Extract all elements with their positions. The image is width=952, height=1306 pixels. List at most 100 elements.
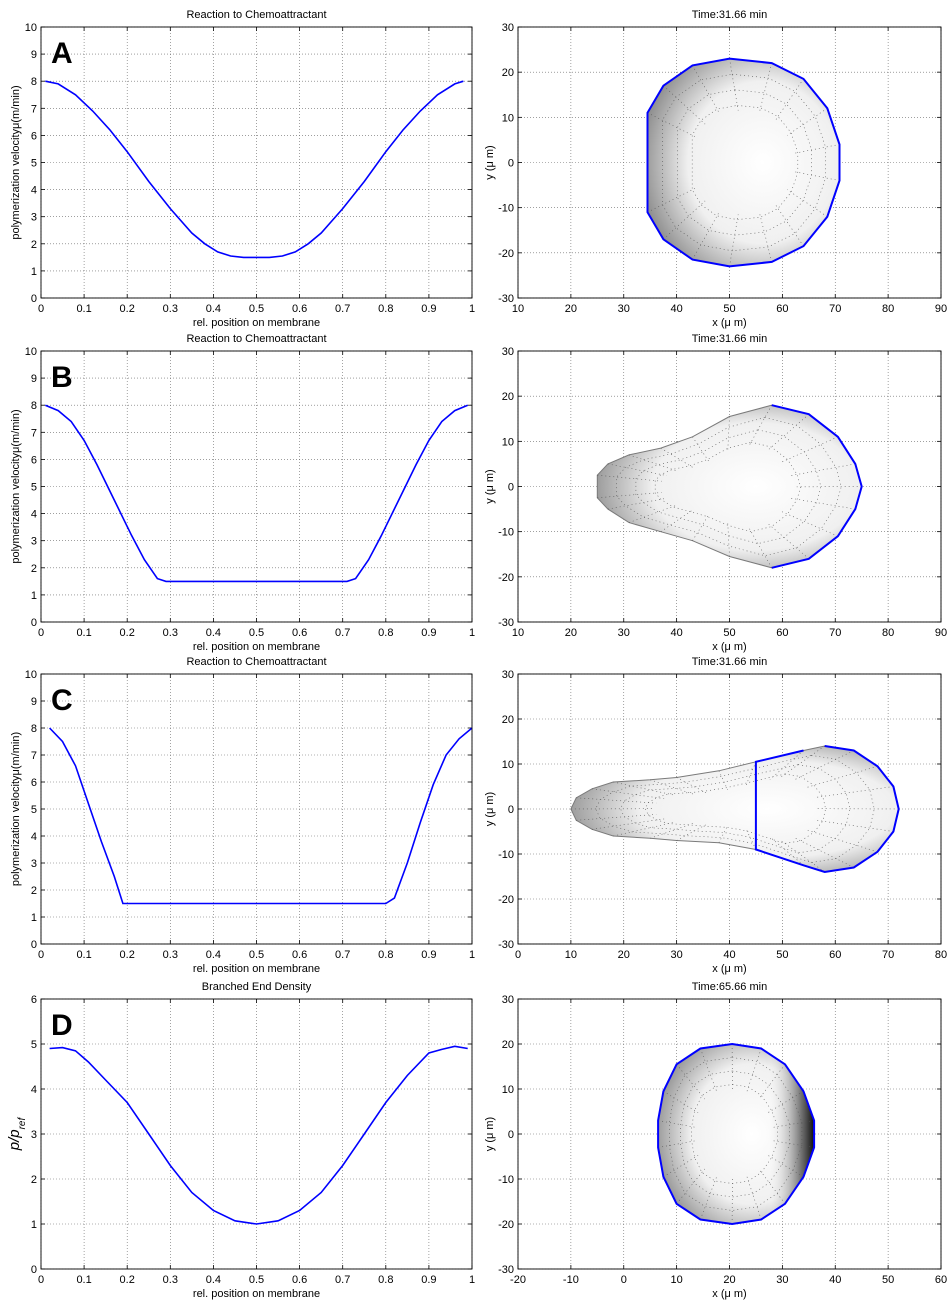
mesh-spoke bbox=[794, 837, 854, 868]
x-tick-label: 20 bbox=[723, 1274, 735, 1286]
y-tick-label: 6 bbox=[31, 994, 37, 1006]
mesh-spoke bbox=[663, 1155, 699, 1178]
y-tick-label: 5 bbox=[31, 482, 37, 494]
x-tick-label: 1 bbox=[469, 949, 475, 961]
y-tick-label: 10 bbox=[502, 436, 514, 448]
chart-panel-5: 0 0.1 0.2 0.3 0.4 0.5 0.6 0.7 0.8 0.9 101234567891… bbox=[10, 656, 475, 975]
mesh-spoke bbox=[767, 1155, 804, 1178]
y-tick-label: 5 bbox=[31, 158, 37, 170]
y-tick-label: 8 bbox=[31, 76, 37, 88]
chart-panel-6: 0 10 20 30 40 50 60 70 80 -30 -20 -10 0 10 20 30 Time:31… bbox=[484, 656, 947, 975]
x-tick-label: 0.7 bbox=[335, 303, 350, 315]
x-tick-label: 0.9 bbox=[421, 627, 436, 639]
x-tick-label: 0.9 bbox=[421, 1274, 436, 1286]
membrane-edge bbox=[771, 404, 863, 569]
axes-frame bbox=[40, 998, 473, 1270]
mesh-spoke bbox=[769, 836, 804, 866]
axes-frame bbox=[40, 26, 473, 299]
y-tick-label: 10 bbox=[502, 112, 514, 124]
mesh-spoke bbox=[676, 824, 707, 841]
axes-frame bbox=[517, 26, 942, 299]
x-tick-label: 50 bbox=[723, 627, 735, 639]
panel-letter: A bbox=[51, 37, 73, 70]
x-tick-label: 0 bbox=[621, 1274, 627, 1286]
x-axis-label: rel. position on membrane bbox=[193, 641, 320, 653]
x-tick-label: 0.2 bbox=[120, 627, 135, 639]
y-tick-label: 30 bbox=[502, 994, 514, 1006]
x-tick-label: -20 bbox=[510, 1274, 526, 1286]
y-tick-label: 30 bbox=[502, 669, 514, 681]
x-tick-label: 80 bbox=[882, 627, 894, 639]
mesh-spoke bbox=[663, 1091, 699, 1113]
x-tick-label: 0.3 bbox=[163, 303, 178, 315]
y-tick-label: -30 bbox=[498, 939, 514, 951]
mesh-spoke bbox=[773, 1120, 815, 1128]
y-tick-label: 0 bbox=[508, 1129, 514, 1141]
y-tick-label: -20 bbox=[498, 894, 514, 906]
mesh-spoke bbox=[758, 1168, 786, 1204]
y-tick-label: 10 bbox=[502, 1084, 514, 1096]
y-tick-label: -10 bbox=[498, 203, 514, 215]
y-tick-label: 7 bbox=[31, 427, 37, 439]
y-axis-label: polymerization velocityμ(m/min) bbox=[10, 409, 22, 563]
y-tick-label: 3 bbox=[31, 1129, 37, 1141]
x-axis-label: x (μ m) bbox=[712, 1288, 746, 1300]
mesh-spoke bbox=[597, 492, 662, 499]
mesh-spoke bbox=[769, 750, 804, 780]
mesh-spoke bbox=[794, 750, 854, 780]
chart-title: Reaction to Chemoattractant bbox=[186, 656, 326, 668]
mesh-ring bbox=[677, 89, 812, 236]
chart-panel-4: 10 20 30 40 50 60 70 80 90 -30 -20 -10 0 10 20 30 Time:3… bbox=[484, 333, 947, 653]
x-tick-label: 0.6 bbox=[292, 949, 307, 961]
mesh-spoke bbox=[660, 509, 694, 532]
mesh-spoke bbox=[576, 814, 657, 821]
data-line bbox=[45, 80, 464, 259]
axes-frame bbox=[517, 673, 942, 945]
x-tick-label: 30 bbox=[671, 949, 683, 961]
y-tick-label: 3 bbox=[31, 858, 37, 870]
mesh-spoke bbox=[729, 214, 739, 267]
x-tick-label: 0.8 bbox=[378, 627, 393, 639]
axes-frame bbox=[40, 673, 473, 945]
x-tick-label: 0.5 bbox=[249, 1274, 264, 1286]
x-tick-label: 0.4 bbox=[206, 949, 221, 961]
chart-panel-7: 0 0.1 0.2 0.3 0.4 0.5 0.6 0.7 0.8 0.9 1 0 1 2 3 4 5 6 Bran… bbox=[6, 981, 475, 1300]
mesh-spoke bbox=[727, 521, 730, 557]
y-tick-label: -30 bbox=[498, 1264, 514, 1276]
y-tick-label: 10 bbox=[25, 22, 37, 34]
mesh-spoke bbox=[591, 818, 665, 830]
mesh-spoke bbox=[773, 1140, 815, 1148]
mesh-spoke bbox=[767, 1091, 804, 1113]
y-tick-label: 1 bbox=[31, 912, 37, 924]
x-tick-label: 0.7 bbox=[335, 627, 350, 639]
chart-title: Reaction to Chemoattractant bbox=[186, 333, 326, 345]
x-tick-label: 0.5 bbox=[249, 949, 264, 961]
mesh-ring bbox=[691, 105, 799, 220]
x-tick-label: 0.1 bbox=[76, 1274, 91, 1286]
mesh-spoke bbox=[774, 78, 804, 121]
x-tick-label: 10 bbox=[671, 1274, 683, 1286]
x-tick-label: 60 bbox=[776, 627, 788, 639]
y-tick-label: 10 bbox=[502, 759, 514, 771]
mesh-spoke bbox=[576, 797, 657, 804]
x-tick-label: 20 bbox=[565, 627, 577, 639]
mesh-spoke bbox=[745, 761, 757, 786]
chart-panel-8: -20 -10 0 10 20 30 40 50 60-30-20-100102030Time:… bbox=[484, 981, 947, 1300]
y-tick-label: 4 bbox=[31, 1084, 37, 1096]
x-tick-label: 0.6 bbox=[292, 627, 307, 639]
axes-frame bbox=[517, 998, 942, 1270]
mesh-ring bbox=[662, 73, 826, 252]
y-tick-label: 0 bbox=[31, 617, 37, 629]
membrane-edge bbox=[754, 745, 900, 874]
y-tick-label: 0 bbox=[508, 482, 514, 494]
x-tick-label: 40 bbox=[671, 627, 683, 639]
y-axis-label: y (μ m) bbox=[484, 469, 496, 503]
y-tick-label: 7 bbox=[31, 103, 37, 115]
mesh-spoke bbox=[759, 63, 773, 113]
x-tick-label: 0.1 bbox=[76, 303, 91, 315]
x-tick-label: 0.8 bbox=[378, 1274, 393, 1286]
panel-letter: B bbox=[51, 361, 73, 394]
x-tick-label: 0.8 bbox=[378, 949, 393, 961]
y-tick-label: 5 bbox=[31, 804, 37, 816]
